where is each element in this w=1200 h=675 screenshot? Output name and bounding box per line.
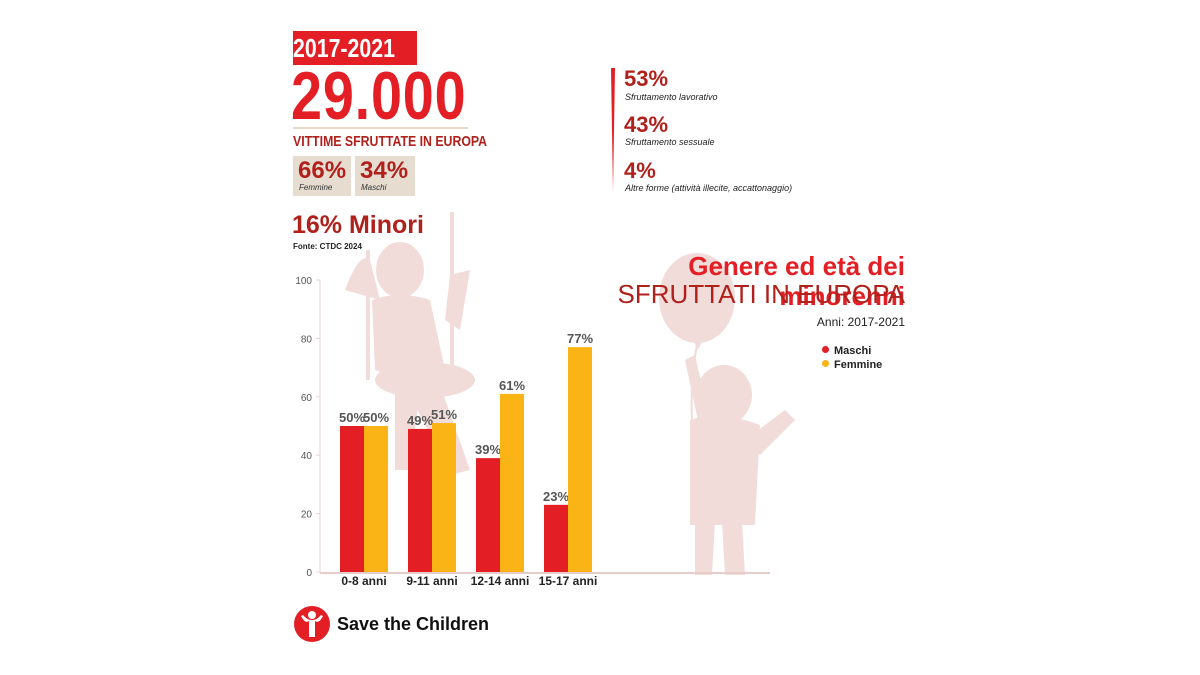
- year-badge: 2017-2021: [293, 31, 417, 65]
- y-tick-label: 60: [301, 393, 313, 404]
- other-pct: 4%: [624, 158, 656, 183]
- minors-share: 16% Minori: [292, 211, 424, 239]
- female-share-box: 66% Femmine: [293, 156, 351, 196]
- labour-label: Sfruttamento lavorativo: [625, 92, 718, 102]
- bar-value-label: 49%: [407, 413, 433, 428]
- bar-value-label: 50%: [339, 410, 365, 425]
- save-the-children-logo-icon: [294, 606, 330, 642]
- x-tick-label: 12-14 anni: [471, 574, 530, 588]
- legend-femmine: Femmine: [822, 359, 882, 371]
- sexual-pct: 43%: [624, 112, 669, 137]
- bar-value-label: 51%: [431, 407, 457, 422]
- legend-dot-femmine: [822, 360, 829, 367]
- bar-value-label: 50%: [363, 410, 389, 425]
- bar-femmine: [364, 426, 388, 572]
- legend-label-maschi: Maschi: [834, 345, 872, 357]
- victims-subtitle: VITTIME SFRUTTATE IN EUROPA: [293, 133, 488, 150]
- brand-name: Save the Children: [337, 614, 490, 634]
- bar-maschi: [476, 458, 500, 572]
- types-accent-bar: [611, 68, 615, 192]
- female-pct: 66%: [298, 157, 347, 184]
- female-label: Femmine: [299, 183, 333, 192]
- chart-subtitle: SFRUTTATI IN EUROPA: [617, 279, 905, 309]
- y-tick-label: 20: [301, 510, 313, 521]
- source-note: Fonte: CTDC 2024: [293, 242, 362, 251]
- bar-value-label: 39%: [475, 442, 501, 457]
- y-tick-label: 40: [301, 451, 313, 462]
- y-tick-label: 80: [301, 334, 313, 345]
- x-tick-label: 15-17 anni: [539, 574, 598, 588]
- x-tick-label: 9-11 anni: [406, 574, 457, 588]
- male-label: Maschi: [361, 183, 387, 192]
- sexual-label: Sfruttamento sessuale: [625, 137, 715, 147]
- divider: [293, 127, 468, 129]
- legend-dot-maschi: [822, 346, 829, 353]
- bar-maschi: [544, 504, 568, 572]
- bar-value-label: 61%: [499, 378, 525, 393]
- other-label: Altre forme (attività illecite, accatton…: [625, 183, 793, 193]
- male-pct: 34%: [360, 157, 409, 184]
- bar-femmine: [568, 347, 592, 572]
- chart-period: Anni: 2017-2021: [816, 315, 905, 329]
- total-victims: 29.000: [291, 58, 467, 134]
- y-tick-label: 0: [306, 568, 312, 579]
- legend-maschi: Maschi: [822, 345, 871, 357]
- bar-femmine: [432, 423, 456, 572]
- male-share-box: 34% Maschi: [355, 156, 415, 196]
- labour-pct: 53%: [624, 66, 669, 91]
- x-tick-label: 0-8 anni: [341, 574, 386, 588]
- bar-maschi: [408, 428, 432, 572]
- bar-value-label: 77%: [567, 331, 593, 346]
- y-tick-label: 100: [295, 276, 312, 287]
- bar-femmine: [500, 393, 524, 572]
- legend-label-femmine: Femmine: [834, 359, 883, 371]
- chart-title: Genere ed età dei minorenni: [688, 251, 905, 311]
- year-range: 2017-2021: [293, 33, 395, 63]
- bar-value-label: 23%: [543, 489, 569, 504]
- bar-maschi: [340, 426, 364, 572]
